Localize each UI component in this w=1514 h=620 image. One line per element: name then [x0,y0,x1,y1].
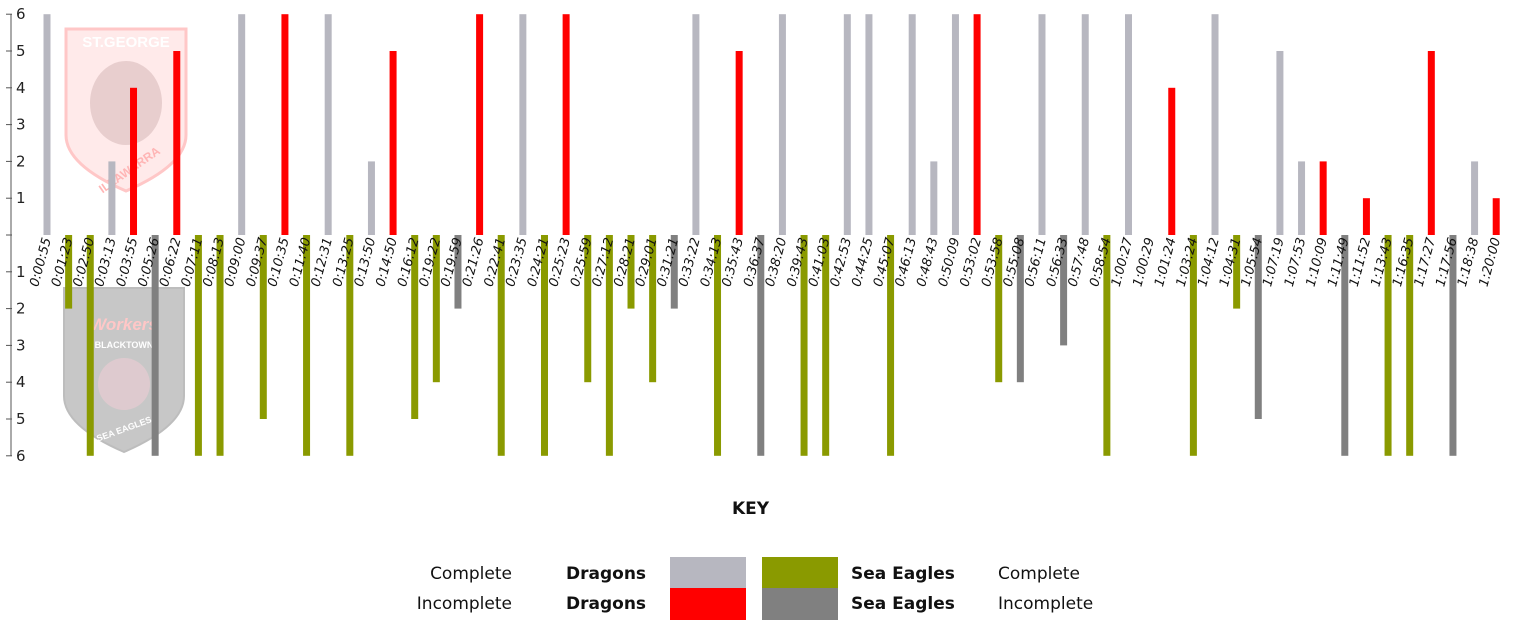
legend-seaeagles-incomplete-swatch [762,588,838,620]
y-tick-label: 4 [16,79,26,97]
bar-dragons-complete [843,14,851,236]
bar-dragons-complete [519,14,527,236]
bar-dragons-incomplete [1427,51,1435,235]
bar-dragons-complete [951,14,959,236]
bar-dragons-complete [692,14,700,236]
bar-seaeagles-complete [1406,235,1414,456]
bar-dragons-incomplete [562,14,570,236]
bar-seaeagles-incomplete [454,235,462,309]
legend-dragons-incomplete-swatch [670,588,746,620]
bar-dragons-incomplete [735,51,743,235]
legend-left-complete-label: Complete [430,564,512,584]
bar-seaeagles-complete [432,235,440,383]
bar-seaeagles-complete [346,235,354,456]
bar-seaeagles-complete [995,235,1003,383]
bar-dragons-complete [1276,51,1284,235]
bar-seaeagles-complete [605,235,613,456]
bar-seaeagles-complete [887,235,895,456]
y-tick-label: 4 [16,373,26,391]
legend-dragons-complete-label: Dragons [566,564,647,584]
legend-seaeagles-incomplete-label: Sea Eagles [851,594,955,614]
dragons-logo: ST.GEORGE ILLAWARRA [64,27,188,195]
bar-seaeagles-incomplete [1341,235,1349,456]
y-tick-label: 1 [16,263,26,281]
bar-dragons-complete [1038,14,1046,236]
legend-right-incomplete-label: Incomplete [998,594,1094,614]
bar-seaeagles-complete [194,235,202,456]
y-tick-label: 6 [16,5,26,23]
bar-seaeagles-complete [1189,235,1197,456]
legend-seaeagles-complete-label: Sea Eagles [851,564,955,584]
legend-dragons-complete-swatch [670,557,746,589]
legend-seaeagles-complete-swatch [762,557,838,589]
key-title: KEY [732,499,770,519]
bar-dragons-complete [1211,14,1219,236]
bar-seaeagles-complete [649,235,657,383]
bar-dragons-incomplete [973,14,981,236]
bar-dragons-incomplete [476,14,484,236]
bar-dragons-complete [108,161,116,235]
bar-seaeagles-complete [86,235,94,456]
bar-dragons-incomplete [1319,161,1327,235]
bar-seaeagles-complete [259,235,267,419]
bar-chart: 6543211234560:00:550:01:230:02:500:03:13… [6,5,1504,465]
dragons-logo-top-text: ST.GEORGE [82,34,170,51]
bar-seaeagles-incomplete [757,235,765,456]
legend-right-complete-label: Complete [998,564,1080,584]
bar-seaeagles-complete [303,235,311,456]
bar-dragons-complete [1471,161,1479,235]
sea-eagles-logo-top-text: Workers [90,315,158,334]
bar-dragons-complete [238,14,246,236]
y-tick-label: 6 [16,447,26,465]
y-tick-label: 5 [16,42,26,60]
bar-seaeagles-complete [714,235,722,456]
bar-dragons-incomplete [173,51,181,235]
bar-dragons-complete [865,14,873,236]
bar-dragons-complete [1125,14,1132,236]
bar-seaeagles-complete [1233,235,1241,309]
bar-seaeagles-complete [800,235,808,456]
bar-seaeagles-complete [65,235,73,309]
bar-dragons-incomplete [130,87,138,235]
bar-dragons-complete [367,161,375,235]
bar-seaeagles-complete [497,235,505,456]
bar-dragons-complete [908,14,916,236]
y-tick-label: 3 [16,116,26,134]
bar-seaeagles-incomplete [670,235,678,309]
bar-dragons-complete [43,14,51,236]
bar-seaeagles-complete [584,235,592,383]
bar-seaeagles-complete [822,235,830,456]
bar-seaeagles-complete [1103,235,1111,456]
bar-dragons-complete [930,161,938,235]
legend-dragons-incomplete-label: Dragons [566,594,647,614]
bar-seaeagles-complete [1384,235,1392,456]
legend-left-incomplete-label: Incomplete [416,594,512,614]
bar-seaeagles-incomplete [1060,235,1068,346]
y-tick-label: 1 [16,189,26,207]
bar-seaeagles-complete [411,235,419,419]
bar-dragons-incomplete [281,14,289,236]
bar-seaeagles-complete [627,235,635,309]
y-tick-label: 5 [16,410,26,428]
y-tick-label: 2 [16,152,26,170]
bar-dragons-incomplete [389,51,397,235]
bar-seaeagles-incomplete [151,235,159,456]
bar-seaeagles-incomplete [1016,235,1024,383]
sea-eagles-logo-mid-text: BLACKTOWN [95,340,154,350]
bar-seaeagles-incomplete [1449,235,1457,456]
bar-dragons-incomplete [1492,198,1500,235]
y-tick-label: 3 [16,336,26,354]
bar-dragons-complete [1081,14,1089,236]
bar-seaeagles-complete [216,235,224,456]
bar-dragons-incomplete [1168,87,1176,235]
bar-seaeagles-incomplete [1254,235,1262,419]
bar-dragons-complete [778,14,786,236]
bar-dragons-complete [1298,161,1306,235]
bar-dragons-incomplete [1362,198,1370,235]
bar-dragons-complete [324,14,332,236]
bar-seaeagles-complete [540,235,548,456]
y-tick-label: 2 [16,300,26,318]
